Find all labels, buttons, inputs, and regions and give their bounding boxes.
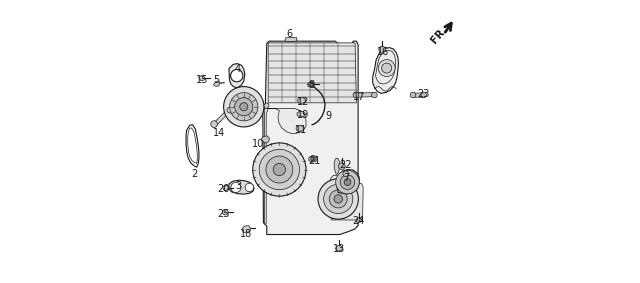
Circle shape (245, 183, 253, 192)
Polygon shape (199, 76, 205, 81)
Polygon shape (264, 108, 306, 223)
Text: 13: 13 (333, 245, 345, 254)
Text: 25: 25 (217, 209, 230, 219)
Polygon shape (307, 82, 314, 87)
Polygon shape (223, 185, 228, 190)
Text: 24: 24 (353, 216, 365, 226)
Polygon shape (263, 41, 358, 235)
Circle shape (223, 87, 264, 127)
Circle shape (372, 92, 377, 98)
Text: 7: 7 (344, 173, 349, 183)
Polygon shape (229, 180, 254, 194)
Text: 10: 10 (252, 139, 264, 149)
Polygon shape (355, 93, 376, 97)
Circle shape (381, 63, 392, 73)
Circle shape (235, 98, 253, 116)
Text: 23: 23 (417, 89, 430, 99)
Circle shape (334, 195, 342, 203)
Polygon shape (264, 103, 269, 108)
Text: 15: 15 (196, 75, 209, 85)
Circle shape (340, 175, 355, 189)
Polygon shape (268, 43, 356, 103)
Polygon shape (214, 81, 220, 86)
Polygon shape (298, 97, 305, 103)
Polygon shape (356, 218, 362, 222)
Circle shape (273, 163, 285, 176)
Text: FR.: FR. (429, 24, 449, 46)
Text: 12: 12 (297, 97, 309, 107)
Text: 2: 2 (191, 169, 197, 179)
Text: 17: 17 (353, 92, 365, 102)
Circle shape (378, 60, 395, 76)
Circle shape (343, 171, 349, 177)
Text: 11: 11 (295, 125, 307, 135)
Text: 22: 22 (339, 160, 351, 170)
Polygon shape (285, 37, 297, 42)
Text: 21: 21 (308, 156, 321, 166)
Circle shape (211, 121, 218, 127)
Circle shape (336, 170, 359, 194)
Text: 18: 18 (239, 229, 252, 239)
Circle shape (266, 156, 293, 183)
Circle shape (339, 163, 345, 170)
Text: 20: 20 (217, 184, 230, 194)
Polygon shape (334, 158, 340, 175)
Polygon shape (308, 156, 317, 162)
Circle shape (353, 92, 358, 98)
Circle shape (223, 209, 228, 215)
Text: 3: 3 (236, 181, 242, 191)
Circle shape (324, 184, 353, 213)
Text: 16: 16 (377, 47, 389, 57)
Polygon shape (229, 64, 245, 88)
Text: 14: 14 (213, 128, 225, 138)
Circle shape (231, 183, 241, 192)
Polygon shape (335, 245, 342, 251)
Circle shape (311, 156, 316, 161)
Polygon shape (372, 48, 399, 93)
Circle shape (379, 46, 385, 53)
Text: 19: 19 (296, 110, 308, 120)
Text: 6: 6 (286, 29, 292, 38)
Text: 9: 9 (325, 111, 332, 121)
Circle shape (259, 149, 300, 190)
Text: 4: 4 (234, 64, 241, 74)
Circle shape (410, 92, 416, 98)
Circle shape (308, 82, 313, 87)
Text: 8: 8 (308, 80, 314, 91)
Polygon shape (331, 175, 363, 220)
Text: 5: 5 (213, 75, 220, 85)
Circle shape (230, 93, 258, 121)
Polygon shape (261, 136, 269, 143)
Circle shape (230, 70, 243, 82)
Polygon shape (412, 93, 425, 97)
Polygon shape (296, 125, 305, 131)
Circle shape (344, 179, 351, 185)
Polygon shape (212, 108, 232, 126)
Circle shape (240, 103, 248, 111)
Circle shape (253, 143, 306, 196)
Polygon shape (337, 170, 359, 194)
Circle shape (421, 92, 426, 98)
Circle shape (318, 179, 358, 219)
Circle shape (329, 190, 347, 208)
Polygon shape (242, 226, 250, 233)
Circle shape (227, 107, 232, 113)
Polygon shape (297, 111, 305, 117)
